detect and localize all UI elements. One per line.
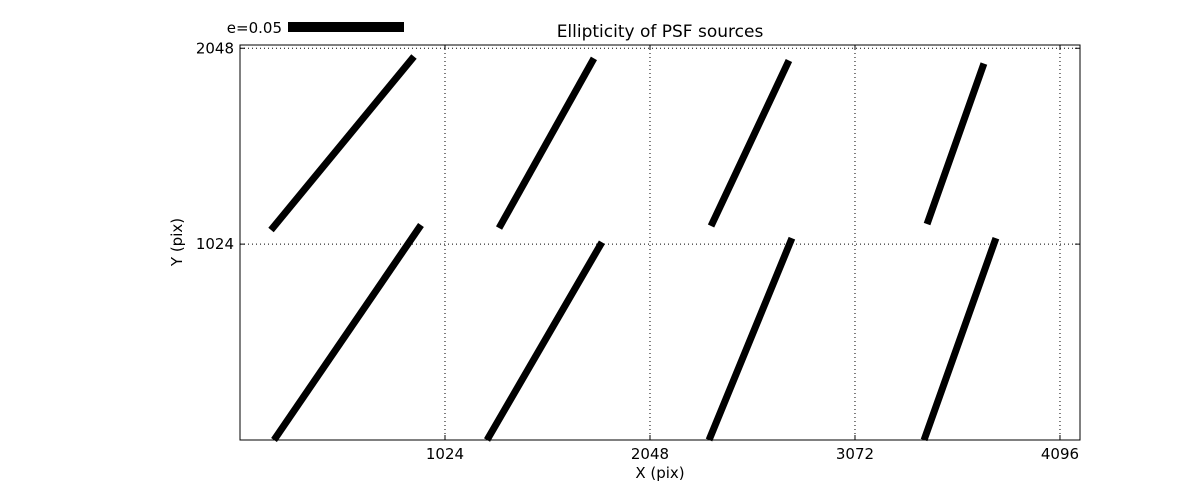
y-tick-label: 1024 — [196, 235, 234, 253]
x-tick-label: 2048 — [631, 445, 669, 463]
chart-title: Ellipticity of PSF sources — [556, 22, 764, 42]
ellipticity-whisker — [707, 59, 793, 228]
legend-label: e=0.05 — [226, 19, 282, 37]
ellipticity-whisker — [495, 56, 597, 230]
legend-scale-bar — [288, 22, 404, 32]
x-tick-label: 4096 — [1041, 445, 1079, 463]
ellipticity-whisker — [923, 62, 988, 226]
ellipticity-whisker — [484, 240, 605, 442]
ellipticity-whisker — [920, 237, 1000, 442]
x-tick-label: 1024 — [426, 445, 464, 463]
ellipticity-whisker — [268, 54, 417, 233]
ellipticity-whisker — [271, 223, 424, 442]
x-tick-label: 3072 — [836, 445, 874, 463]
y-tick-label: 2048 — [196, 39, 234, 57]
y-axis-label: Y (pix) — [168, 217, 186, 267]
x-axis-label: X (pix) — [635, 464, 685, 482]
axes-frame — [239, 44, 1081, 441]
ellipticity-whisker — [705, 236, 796, 442]
